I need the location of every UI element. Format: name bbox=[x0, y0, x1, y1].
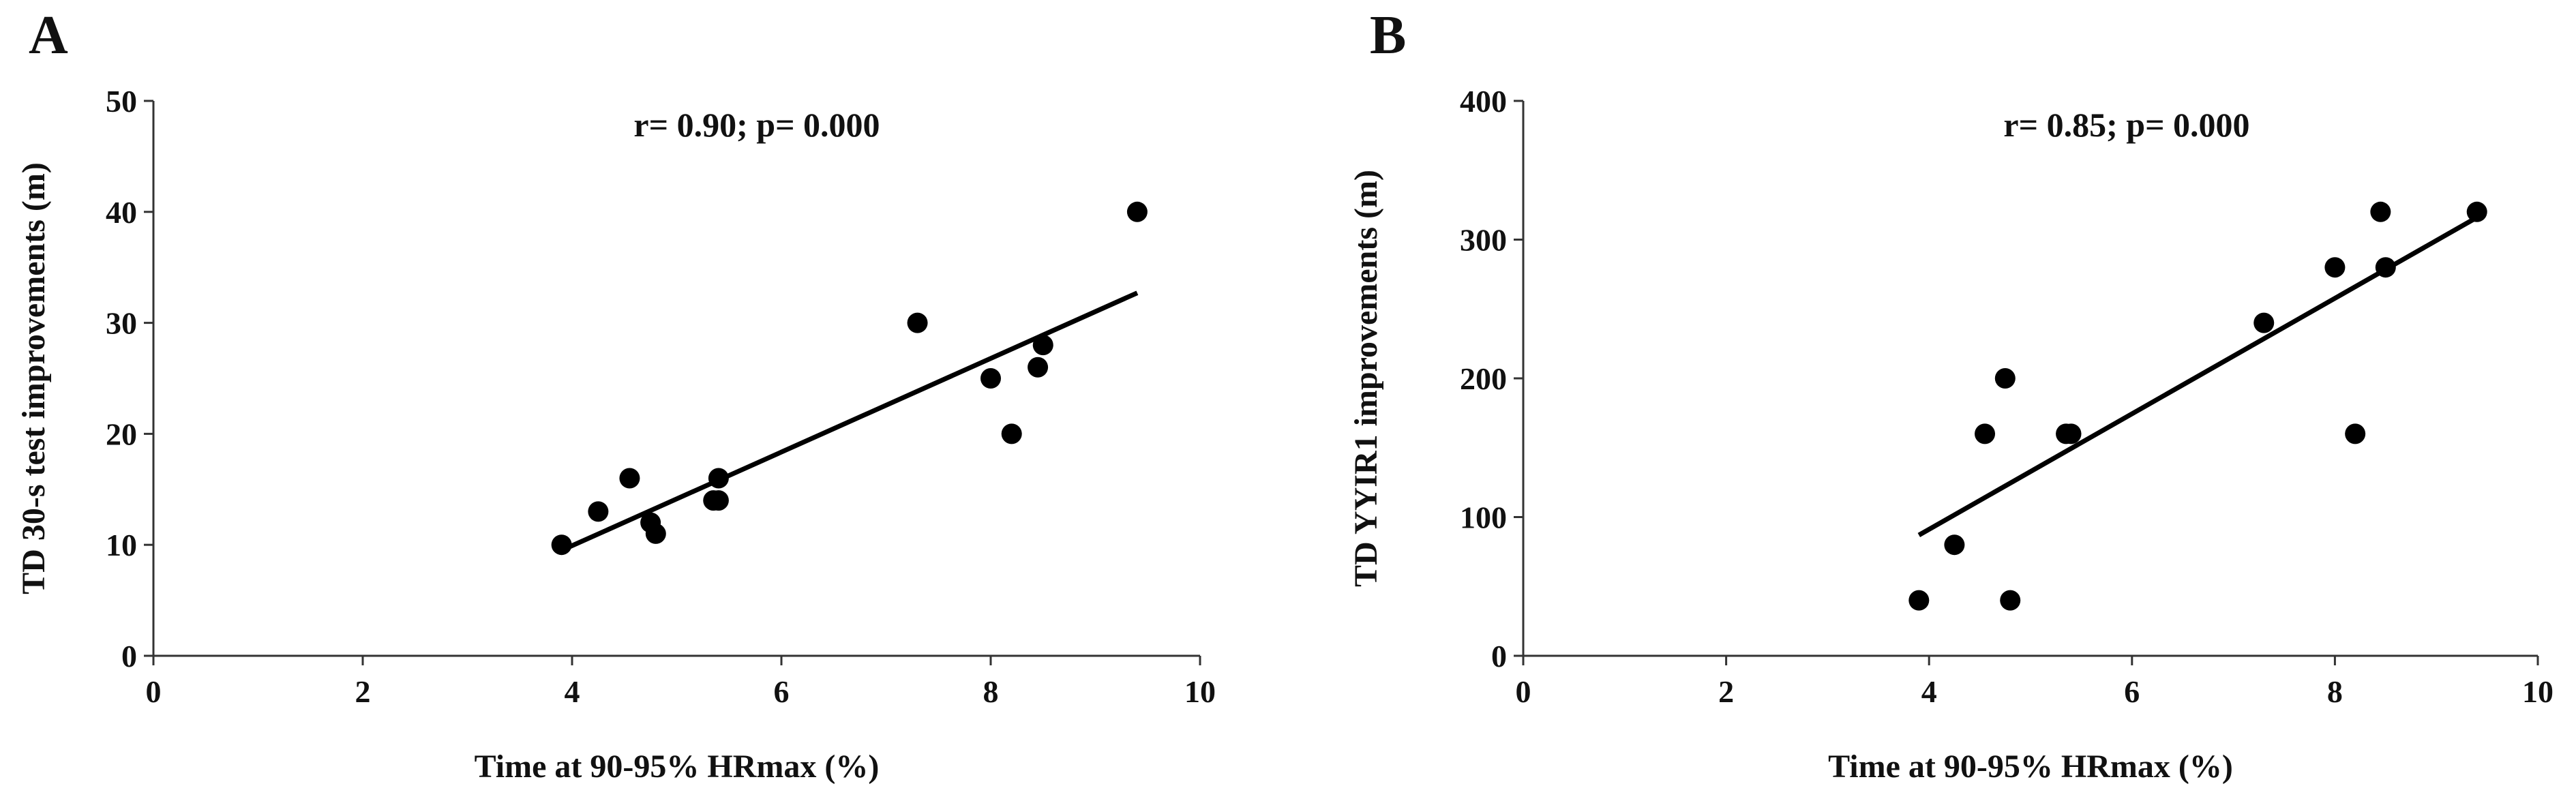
stat-annotation: r= 0.90; p= 0.000 bbox=[633, 106, 880, 144]
panel-label: A bbox=[29, 5, 68, 65]
y-tick-label: 200 bbox=[1460, 361, 1507, 396]
data-point bbox=[907, 312, 928, 333]
y-tick-label: 400 bbox=[1460, 84, 1507, 119]
x-tick-label: 4 bbox=[565, 674, 580, 709]
y-tick-label: 20 bbox=[106, 417, 137, 451]
data-point bbox=[1908, 590, 1930, 611]
y-tick-label: 0 bbox=[121, 639, 137, 674]
data-point bbox=[708, 468, 729, 489]
data-point bbox=[2061, 423, 2082, 444]
y-tick-label: 100 bbox=[1460, 500, 1507, 535]
data-point bbox=[645, 523, 666, 544]
chart-a-svg: A 0 10 20 30 40 50 0 2 4 6 8 10 Time at 90-95% HRmax … bbox=[16, 5, 1216, 785]
x-tick-label: 4 bbox=[1921, 674, 1937, 709]
x-axis-label: Time at 90-95% HRmax (%) bbox=[475, 749, 880, 785]
x-tick-label: 10 bbox=[1184, 674, 1216, 709]
chart-panel-a: A 0 10 20 30 40 50 0 2 4 6 8 10 Time at 90-95% HRmax … bbox=[16, 5, 1216, 785]
stat-annotation: r= 0.85; p= 0.000 bbox=[2003, 106, 2249, 144]
data-point bbox=[619, 468, 640, 489]
data-point bbox=[1994, 368, 2016, 389]
data-point bbox=[2466, 201, 2487, 222]
data-point bbox=[1028, 357, 1049, 378]
trendline bbox=[560, 290, 1139, 553]
x-tick-label: 6 bbox=[774, 674, 790, 709]
x-tick-label: 8 bbox=[983, 674, 999, 709]
data-point bbox=[551, 534, 572, 556]
data-point bbox=[1126, 201, 1148, 222]
x-tick-label: 8 bbox=[2327, 674, 2343, 709]
x-tick-label: 10 bbox=[2522, 674, 2553, 709]
y-tick-label: 10 bbox=[106, 528, 137, 562]
data-point bbox=[980, 368, 1001, 389]
data-point bbox=[1032, 335, 1053, 356]
data-point bbox=[2324, 257, 2346, 278]
x-tick-label: 2 bbox=[355, 674, 371, 709]
x-tick-label: 6 bbox=[2124, 674, 2140, 709]
data-point bbox=[1944, 534, 1965, 556]
data-point bbox=[2345, 423, 2366, 444]
data-point bbox=[588, 501, 609, 522]
data-point bbox=[2370, 201, 2391, 222]
y-axis-label: TD YYIR1 improvements (m) bbox=[1348, 170, 1384, 587]
data-point bbox=[2253, 312, 2275, 333]
data-point bbox=[1001, 423, 1022, 444]
y-tick-label: 0 bbox=[1491, 639, 1507, 674]
y-tick-label: 40 bbox=[106, 195, 137, 230]
y-axis-label: TD 30-s test improvements (m) bbox=[16, 162, 52, 594]
data-point bbox=[708, 490, 729, 511]
x-tick-label: 0 bbox=[1516, 674, 1531, 709]
chart-panel-b: B 0 100 200 300 400 0 2 4 6 8 10 Time at 90-95% HRma… bbox=[1288, 0, 2576, 801]
chart-b-svg: B 0 100 200 300 400 0 2 4 6 8 10 Time at 90-95% HRma… bbox=[1348, 5, 2553, 785]
data-point bbox=[2000, 590, 2021, 611]
panel-label: B bbox=[1370, 5, 1406, 65]
x-axis-label: Time at 90-95% HRmax (%) bbox=[1828, 749, 2233, 785]
data-point bbox=[2375, 257, 2396, 278]
x-tick-label: 0 bbox=[146, 674, 162, 709]
y-tick-label: 50 bbox=[106, 84, 137, 119]
y-tick-label: 300 bbox=[1460, 223, 1507, 258]
x-tick-label: 2 bbox=[1718, 674, 1734, 709]
data-point bbox=[1975, 423, 1996, 444]
y-tick-label: 30 bbox=[106, 306, 137, 341]
